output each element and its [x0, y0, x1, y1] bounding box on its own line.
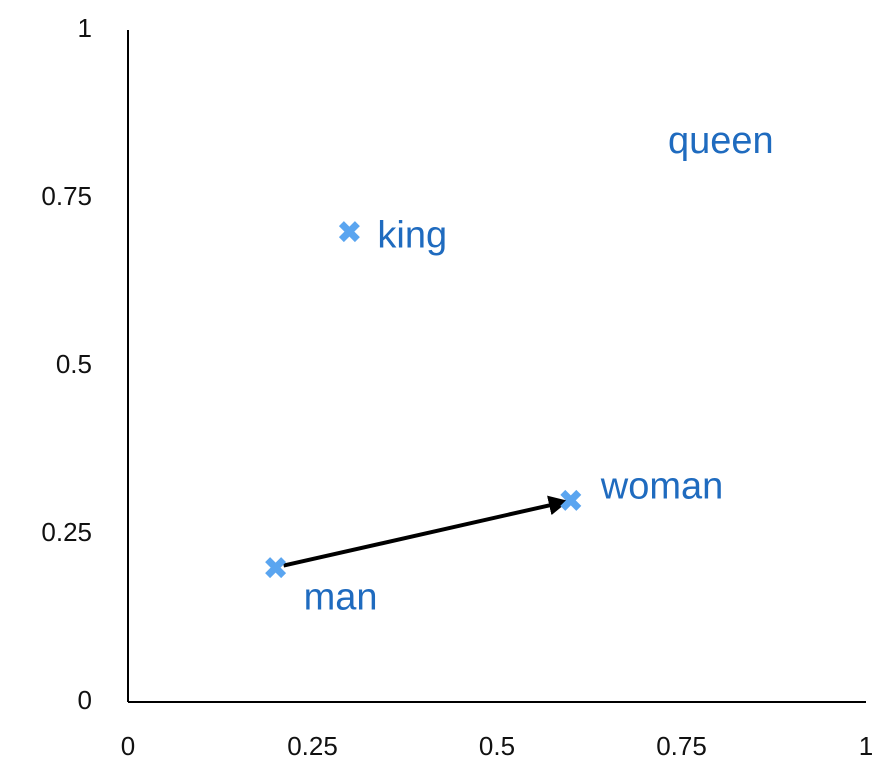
y-tick-label: 1 — [78, 13, 92, 43]
x-tick-label: 0.5 — [479, 731, 515, 761]
x-tick-label: 0.75 — [656, 731, 707, 761]
point — [265, 557, 287, 579]
arrow — [283, 495, 569, 568]
point-label: woman — [600, 465, 724, 507]
point — [560, 489, 582, 511]
x-tick-label: 1 — [859, 731, 873, 761]
y-tick-label: 0.25 — [41, 517, 92, 547]
y-tick-label: 0.75 — [41, 181, 92, 211]
y-tick-label: 0 — [78, 685, 92, 715]
annotation: queen — [668, 120, 774, 162]
point — [338, 221, 360, 243]
x-tick-label: 0 — [121, 731, 135, 761]
point-label: king — [377, 215, 447, 257]
x-tick-label: 0.25 — [287, 731, 338, 761]
y-tick-label: 0.5 — [56, 349, 92, 379]
point-label: man — [304, 577, 378, 619]
